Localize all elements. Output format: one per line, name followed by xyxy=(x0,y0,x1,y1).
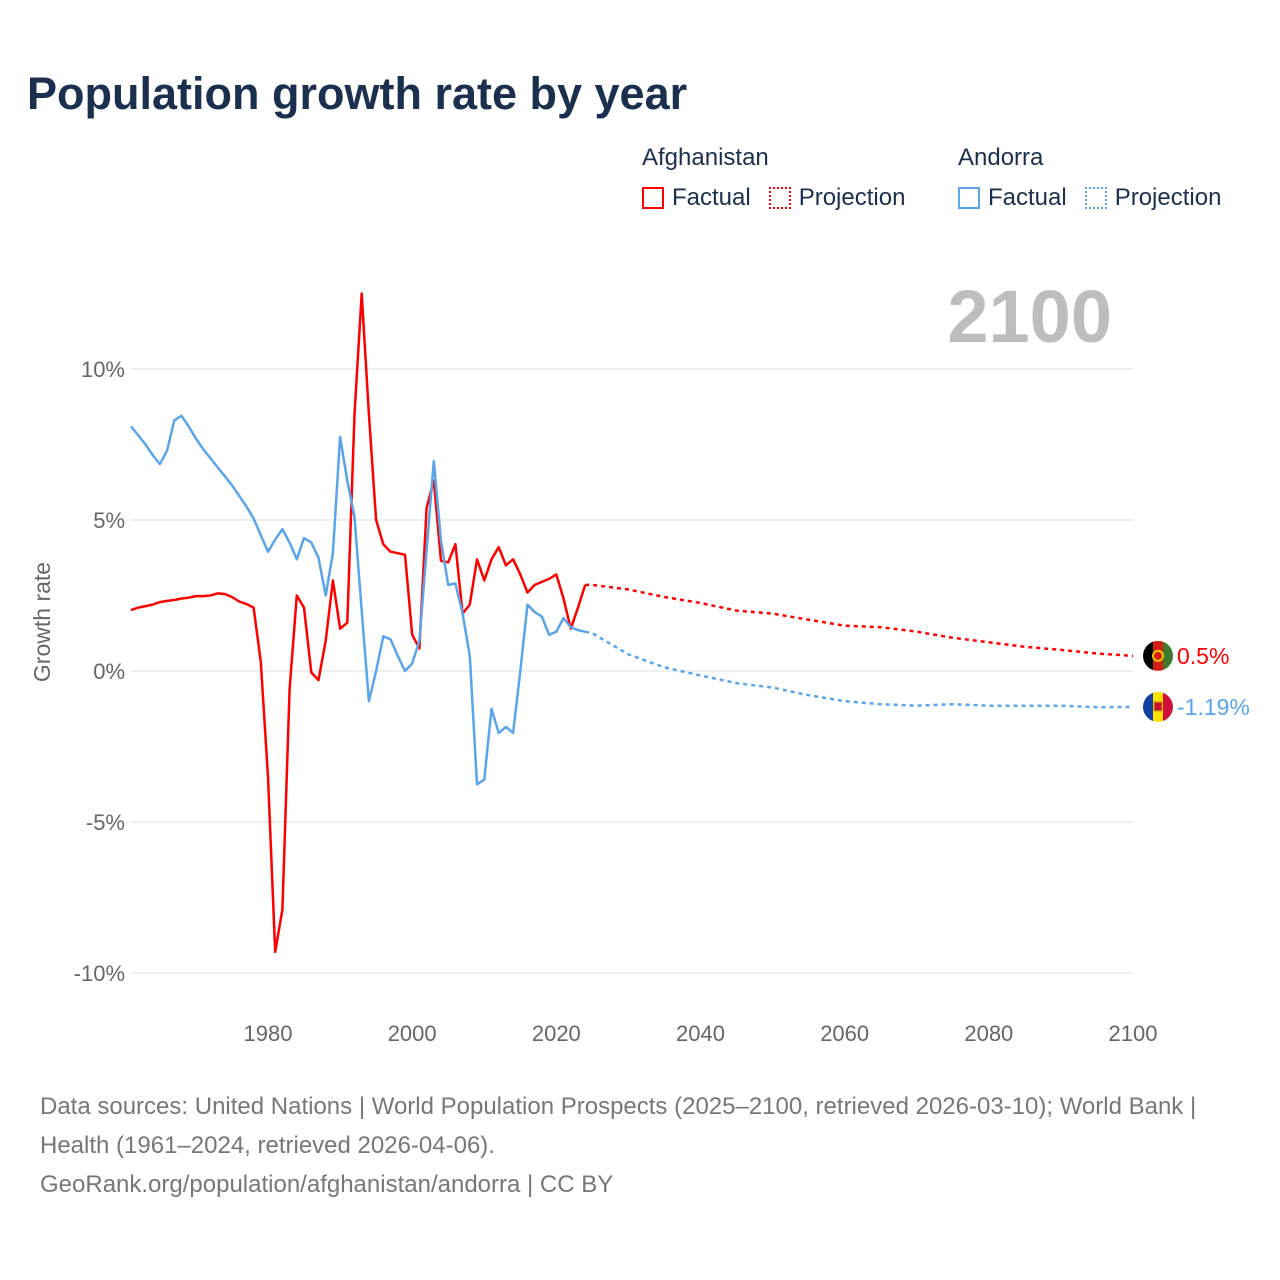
afghanistan-projection-line xyxy=(585,583,1134,658)
x-tick-label: 1980 xyxy=(244,1021,293,1046)
legend-afghanistan-projection[interactable]: Projection xyxy=(768,184,906,212)
flag-stripe xyxy=(1153,640,1164,671)
year-badge: 2100 xyxy=(947,275,1112,358)
afghanistan-flag-icon xyxy=(1143,640,1173,671)
andorra-end-label: -1.19% xyxy=(1177,694,1250,720)
legend-swatch-dotted xyxy=(1084,187,1107,209)
legend-label: Projection xyxy=(1114,184,1222,211)
flag-stripe xyxy=(1143,691,1154,722)
y-axis-label: Growth rate xyxy=(29,562,55,682)
flag-stripe xyxy=(1143,640,1154,671)
legend-label: Projection xyxy=(798,184,906,211)
legend-label: Factual xyxy=(988,184,1067,211)
flag-stripe xyxy=(1163,640,1173,671)
legend-label: Factual xyxy=(672,184,751,211)
legend-andorra: Andorra Factual Projection xyxy=(958,144,1239,212)
flag-emblem xyxy=(1153,701,1163,712)
footer: Data sources: United Nations | World Pop… xyxy=(40,1087,1240,1204)
attribution-link[interactable]: GeoRank.org/population/afghanistan/andor… xyxy=(40,1171,614,1198)
andorra-projection-line xyxy=(584,630,1134,709)
legend-swatch-dotted xyxy=(768,187,791,209)
x-tick-label: 2040 xyxy=(676,1021,725,1046)
flag-emblem xyxy=(1152,649,1164,662)
x-tick-label: 2000 xyxy=(388,1021,437,1046)
legend-country-label: Andorra xyxy=(958,144,1044,171)
data-sources: Data sources: United Nations | World Pop… xyxy=(40,1093,1197,1159)
y-tick-label: 5% xyxy=(93,508,125,533)
afghanistan-end-label: 0.5% xyxy=(1177,643,1229,669)
afghanistan-factual-line xyxy=(130,292,587,954)
x-tick-label: 2060 xyxy=(820,1021,869,1046)
y-tick-label: -5% xyxy=(86,810,125,835)
x-tick-label: 2100 xyxy=(1109,1021,1158,1046)
y-tick-label: 10% xyxy=(81,357,125,382)
legend-afghanistan-factual[interactable]: Factual xyxy=(642,184,751,212)
andorra-factual-line xyxy=(130,414,586,786)
legend-andorra-projection[interactable]: Projection xyxy=(1084,184,1222,212)
flag-stripe xyxy=(1163,691,1173,722)
chart-plot: 2100 Growth rate 10% 5% 0% -5% -10% 1980 2000 2… xyxy=(29,275,1250,1046)
x-tick-label: 2020 xyxy=(532,1021,581,1046)
legend-afghanistan: Afghanistan Factual Projection xyxy=(642,144,923,212)
chart-title: Population growth rate by year xyxy=(27,68,688,119)
y-tick-label: 0% xyxy=(93,659,125,684)
legend-andorra-factual[interactable]: Factual xyxy=(958,184,1067,212)
legend-country-label: Afghanistan xyxy=(642,144,769,171)
legend-swatch-solid xyxy=(958,187,980,209)
x-tick-label: 2080 xyxy=(964,1021,1013,1046)
y-tick-label: -10% xyxy=(74,961,125,986)
andorra-flag-icon xyxy=(1143,691,1173,722)
legend-swatch-solid xyxy=(642,187,664,209)
